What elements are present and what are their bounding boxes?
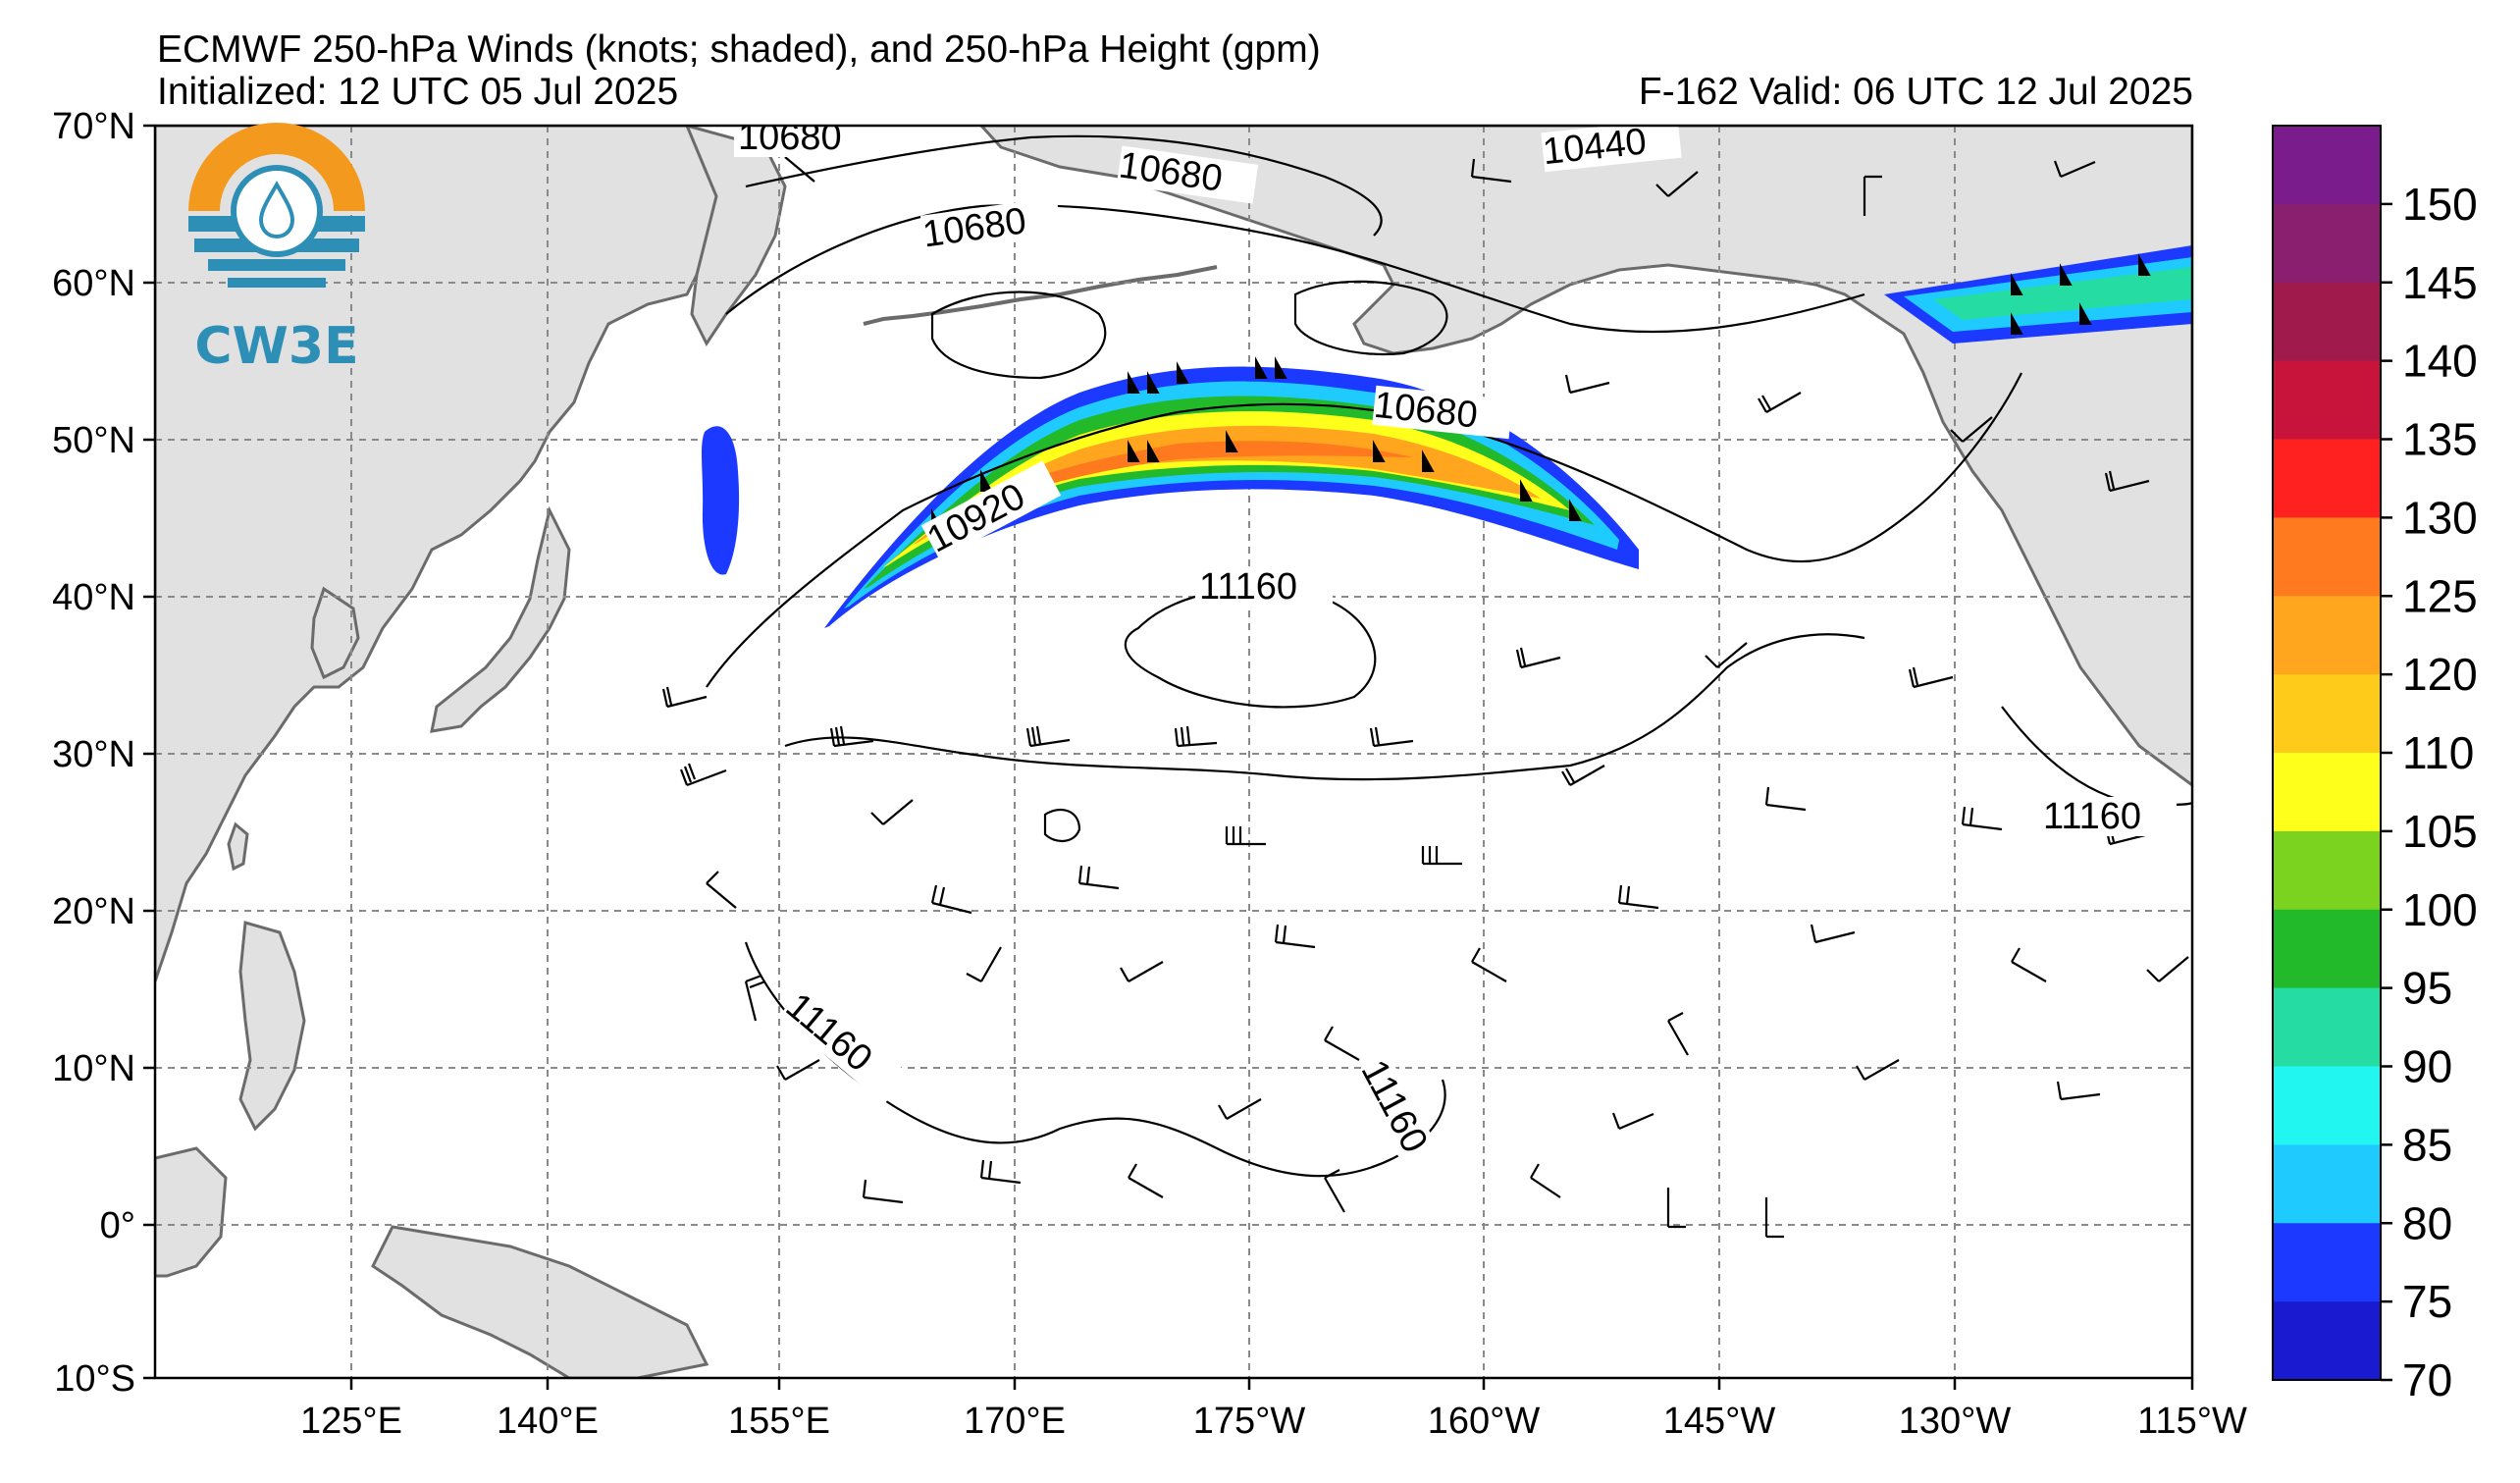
- indonesia: [155, 1146, 228, 1278]
- colorbar-swatch: [2273, 1144, 2381, 1224]
- colorbar-label: 105: [2402, 806, 2478, 857]
- colorbar-label: 90: [2402, 1041, 2452, 1092]
- lon-label: 140°E: [497, 1401, 599, 1442]
- contour-label: 11160: [1199, 566, 1297, 608]
- lon-label: 170°E: [964, 1401, 1066, 1442]
- map-frame: [153, 124, 2194, 1380]
- contour-east-ring: [1293, 280, 1448, 356]
- north-america: [978, 126, 2192, 787]
- colorbar-label: 100: [2402, 884, 2478, 935]
- jet-band-west-blob: [701, 426, 740, 575]
- lon-label: 160°W: [1428, 1401, 1541, 1442]
- colorbar-label: 150: [2402, 179, 2478, 230]
- water-drop-icon: [258, 181, 295, 239]
- jet-streak-shading: [701, 245, 2192, 628]
- lon-label: 115°W: [2137, 1401, 2247, 1442]
- lat-label: 30°N: [52, 734, 135, 775]
- wind-barbs: [661, 144, 2189, 1239]
- contour-small-ring: [1043, 808, 1081, 842]
- lon-label: 125°E: [300, 1401, 402, 1442]
- colorbar-label: 120: [2402, 649, 2478, 700]
- land-masses: [155, 126, 2192, 1378]
- colorbar-label: 70: [2402, 1354, 2452, 1405]
- colorbar-swatch: [2273, 203, 2381, 284]
- lon-label: 130°W: [1899, 1401, 2012, 1442]
- colorbar-label: 75: [2402, 1276, 2452, 1327]
- colorbar-label: 125: [2402, 570, 2478, 621]
- colorbar-label: 85: [2402, 1119, 2452, 1170]
- colorbar-swatch: [2273, 360, 2381, 440]
- contour-10680-lower: [725, 203, 1865, 334]
- kamchatka: [685, 126, 787, 346]
- new-guinea: [371, 1225, 709, 1378]
- lat-label: 10°S: [54, 1358, 135, 1400]
- contour-west-ring: [930, 291, 1107, 380]
- lat-label: 10°N: [52, 1048, 135, 1089]
- aleutian-islands: [863, 265, 1218, 326]
- colorbar-label: 110: [2402, 727, 2474, 778]
- initialized-time: Initialized: 12 UTC 05 Jul 2025: [157, 71, 679, 113]
- colorbar-swatch: [2273, 1223, 2381, 1302]
- lat-label: 20°N: [52, 891, 135, 932]
- colorbar-label: 140: [2402, 336, 2478, 387]
- colorbar-swatch: [2273, 126, 2381, 205]
- colorbar-swatch: [2273, 830, 2381, 911]
- axis-ticks: [143, 124, 2194, 1390]
- lat-label: 50°N: [52, 420, 135, 461]
- logo-sun-arc: [188, 123, 365, 211]
- lat-label: 70°N: [52, 106, 135, 147]
- lat-label: 60°N: [52, 263, 135, 304]
- colorbar-swatch: [2273, 1066, 2381, 1145]
- valid-time: F-162 Valid: 06 UTC 12 Jul 2025: [1638, 71, 2193, 113]
- latitude-labels: 70°N 60°N 50°N 40°N 30°N 20°N 10°N 0° 10…: [52, 106, 135, 1400]
- colorbar-swatch: [2273, 282, 2381, 362]
- graticule: [155, 126, 2192, 1378]
- colorbar-swatch: [2273, 674, 2381, 754]
- lon-label: 155°E: [728, 1401, 830, 1442]
- colorbar-swatch: [2273, 1301, 2381, 1381]
- colorbar-swatch: [2273, 987, 2381, 1067]
- philippines: [238, 921, 306, 1132]
- colorbar: [2272, 125, 2382, 1381]
- japan: [430, 505, 571, 733]
- lon-label: 175°W: [1193, 1401, 1306, 1442]
- colorbar-label: 145: [2402, 257, 2478, 308]
- colorbar-swatch: [2273, 517, 2381, 597]
- contour-label: 11160: [2043, 796, 2141, 837]
- taiwan: [227, 821, 249, 872]
- contour-11160-east: [2001, 706, 2192, 806]
- colorbar-swatch: [2273, 439, 2381, 518]
- cw3e-logo: CW3E: [188, 123, 365, 376]
- colorbar-labels: 150 145 140 135 130 125 120 110 105 100 95 90 85 80 75…: [2381, 179, 2478, 1405]
- colorbar-label: 80: [2402, 1197, 2452, 1248]
- colorbar-swatch: [2273, 753, 2381, 832]
- jet-band-130: [981, 441, 1413, 503]
- contour-11160-mid: [784, 633, 1865, 781]
- logo-text: CW3E: [194, 317, 358, 376]
- jet-band-east-95: [1933, 267, 2192, 320]
- colorbar-label: 135: [2402, 414, 2478, 465]
- longitude-labels: 125°E 140°E 155°E 170°E 175°W 160°W 145°…: [300, 1401, 2247, 1442]
- colorbar-label: 130: [2402, 492, 2478, 543]
- contour-10680-upper: [745, 134, 1383, 237]
- colorbar-swatch: [2273, 596, 2381, 675]
- lat-label: 0°: [100, 1205, 135, 1246]
- colorbar-label: 95: [2402, 963, 2452, 1014]
- lat-label: 40°N: [52, 577, 135, 618]
- contour-label: 10680: [738, 117, 842, 158]
- colorbar-swatch: [2273, 909, 2381, 989]
- lon-label: 145°W: [1663, 1401, 1776, 1442]
- korea: [310, 586, 360, 680]
- map-title: ECMWF 250-hPa Winds (knots; shaded), and…: [157, 28, 1321, 71]
